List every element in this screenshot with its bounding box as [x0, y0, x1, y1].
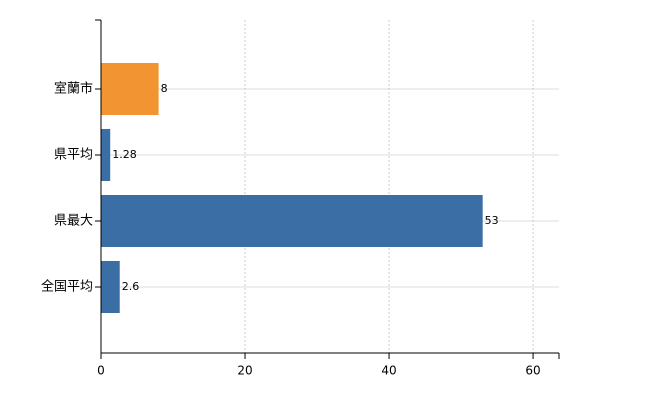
- y-tick-label: 県最大: [54, 214, 93, 229]
- bar: [101, 63, 159, 115]
- value-label: 2.6: [122, 280, 140, 293]
- bar: [101, 129, 111, 181]
- x-tick-label: 0: [97, 364, 105, 378]
- bar: [101, 195, 483, 247]
- y-tick-label: 県平均: [54, 148, 93, 163]
- x-tick-label: 20: [237, 364, 252, 378]
- value-label: 8: [161, 82, 168, 95]
- value-label: 53: [485, 214, 499, 227]
- y-tick-label: 室蘭市: [54, 81, 93, 97]
- value-label: 1.28: [112, 148, 137, 161]
- x-tick-label: 40: [381, 364, 396, 378]
- bar: [101, 261, 120, 313]
- y-tick-label: 全国平均: [41, 279, 93, 295]
- x-tick-label: 60: [525, 364, 540, 378]
